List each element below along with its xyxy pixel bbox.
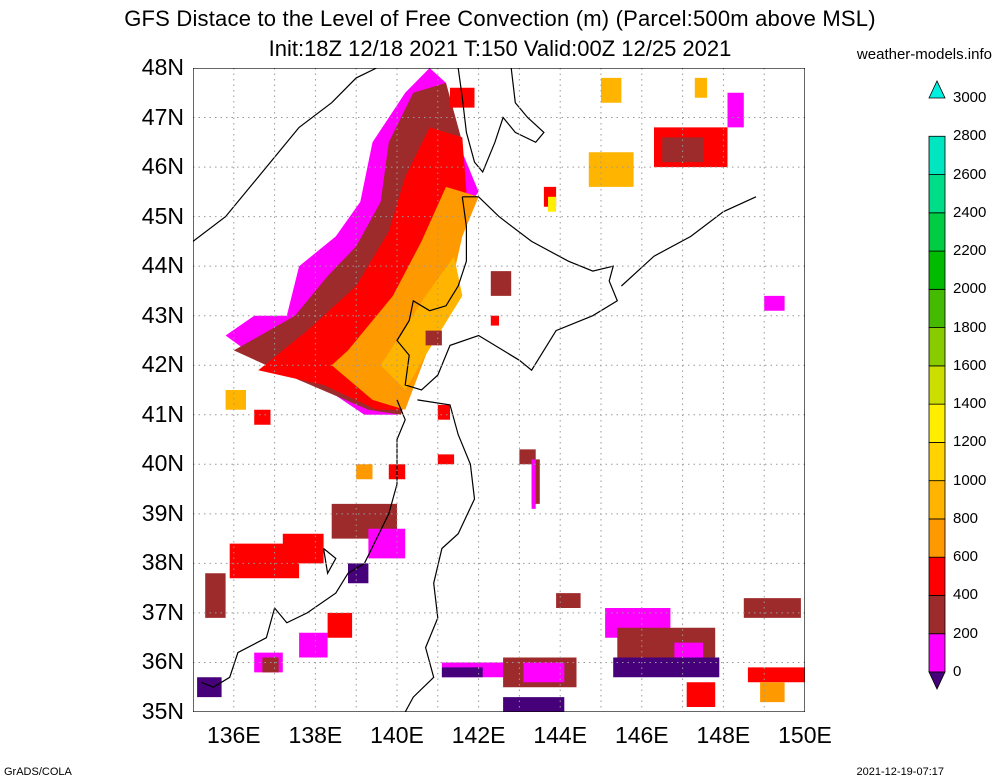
chart-title-line1: GFS Distace to the Level of Free Convect… [124, 6, 876, 31]
lat-label: 46N [141, 153, 184, 180]
lat-label: 35N [141, 698, 184, 724]
lon-label: 136E [206, 722, 261, 748]
coastlines [193, 68, 757, 712]
band-orange [331, 186, 479, 410]
colorbar-bin [928, 250, 946, 290]
colorbar-label: 1000 [953, 471, 987, 489]
colorbar [928, 80, 946, 690]
colorbar-bin [928, 556, 946, 596]
lon-label: 148E [696, 722, 751, 748]
colorbar-label: 2600 [953, 165, 987, 183]
coast-honshu-east [404, 399, 476, 712]
colorbar-bin [928, 595, 946, 635]
coast-sado [323, 548, 337, 576]
colorbar-label: 2800 [953, 127, 987, 145]
colorbar-label: 2000 [953, 280, 987, 298]
lat-label: 39N [141, 499, 184, 526]
lat-label: 41N [141, 400, 184, 427]
lon-label: 140E [370, 722, 424, 748]
coast-primorye [193, 68, 377, 242]
colorbar-label: 800 [953, 509, 979, 527]
colorbar-min-arrow [928, 671, 946, 690]
colorbar-label: 600 [953, 548, 979, 566]
lat-label: 40N [141, 450, 184, 477]
lat-label: 42N [141, 351, 184, 378]
coast-sakhalin [457, 68, 545, 174]
lon-label: 142E [451, 722, 506, 748]
colorbar-label: 3000 [953, 89, 987, 106]
lat-label: 43N [141, 301, 184, 328]
footer-left: GrADS/COLA [4, 766, 72, 778]
colorbar-label: 1400 [953, 395, 987, 413]
site-credit: weather-models.info [856, 46, 992, 63]
band-yellow [380, 256, 463, 390]
colorbar-label: 1200 [953, 433, 987, 451]
lfc-field [197, 68, 805, 712]
lat-label: 36N [141, 648, 184, 675]
colorbar-bin [928, 403, 946, 443]
colorbar-label: 0 [953, 663, 962, 680]
colorbar-bin [928, 518, 946, 558]
map-plot [193, 68, 805, 712]
coast-honshu-west [200, 399, 406, 688]
colorbar-bin [928, 327, 946, 367]
lat-label: 45N [141, 202, 184, 229]
lat-label: 48N [141, 54, 184, 80]
colorbar-label: 1600 [953, 356, 987, 374]
lon-label: 150E [778, 722, 832, 748]
colorbar-max-arrow [928, 80, 946, 99]
lat-label: 44N [141, 252, 184, 279]
colorbar-label: 1800 [953, 318, 987, 336]
colorbar-bin [928, 288, 946, 328]
lat-label: 38N [141, 549, 184, 576]
coast-hokkaido [396, 196, 619, 391]
colorbar-label: 2200 [953, 242, 987, 260]
chart-title-line2: Init:18Z 12/18 2021 T:150 Valid:00Z 12/2… [268, 36, 732, 61]
coast-kurils [620, 196, 757, 287]
colorbar-bin [928, 441, 946, 482]
footer-right: 2021-12-19-07:17 [856, 766, 944, 778]
lon-label: 138E [288, 722, 343, 748]
colorbar-bin [928, 633, 946, 673]
colorbar-bin [928, 480, 946, 520]
lon-label: 146E [614, 722, 669, 748]
colorbar-bin [928, 174, 946, 214]
lat-label: 47N [141, 103, 184, 130]
colorbar-label: 2400 [953, 203, 987, 221]
colorbar-label: 200 [953, 624, 979, 642]
colorbar-bin [928, 135, 946, 175]
colorbar-bin [928, 365, 946, 405]
colorbar-label: 400 [953, 586, 979, 604]
lat-label: 37N [141, 598, 184, 625]
lon-label: 144E [533, 722, 588, 748]
colorbar-bin [928, 212, 946, 252]
